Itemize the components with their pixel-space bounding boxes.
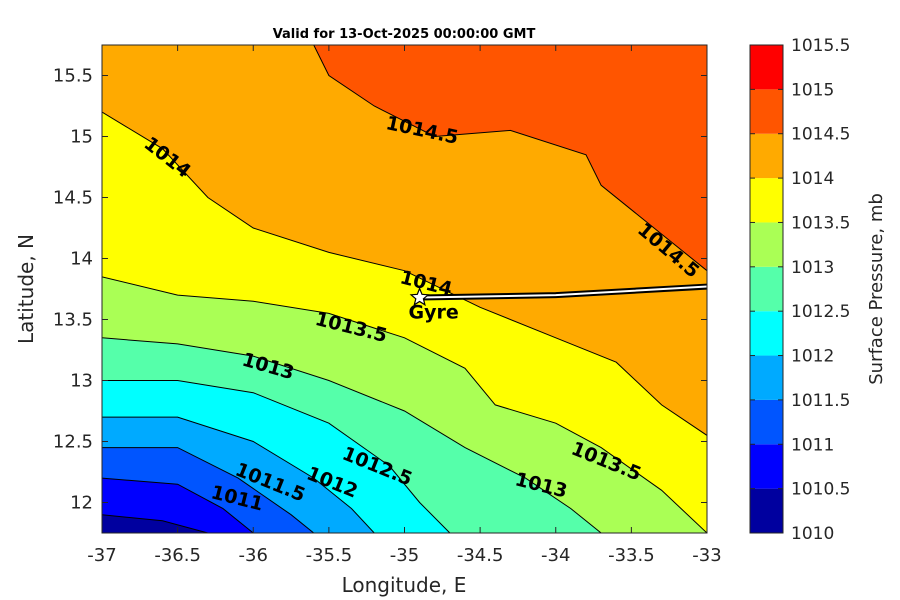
colorbar-tick-label: 1014.5 bbox=[791, 125, 850, 145]
x-tick-label: -36.5 bbox=[154, 545, 201, 566]
y-tick-label: 14 bbox=[70, 249, 93, 270]
colorbar-tick-label: 1010.5 bbox=[791, 480, 850, 500]
colorbar-tick-label: 1012 bbox=[791, 347, 834, 367]
x-axis-label: Longitude, E bbox=[342, 573, 467, 597]
contour-line-1012.5 bbox=[102, 380, 451, 533]
x-tick-label: -35.5 bbox=[306, 545, 353, 566]
colorbar-block bbox=[750, 45, 783, 90]
y-tick-label: 13 bbox=[70, 371, 93, 392]
band-1010 bbox=[102, 514, 208, 533]
contour-line-1013.5 bbox=[102, 276, 707, 533]
colorbar-tick-label: 1011.5 bbox=[791, 391, 850, 411]
colorbar-block bbox=[750, 133, 783, 179]
colorbar-blocks bbox=[750, 45, 783, 533]
storm-track bbox=[409, 283, 707, 307]
colorbar-tick-label: 1015 bbox=[791, 80, 834, 100]
track-line bbox=[419, 285, 707, 299]
contour-line-1014 bbox=[102, 111, 707, 436]
colorbar-tick-label: 1015.5 bbox=[791, 36, 850, 56]
y-axis-label: Latitude, N bbox=[14, 234, 38, 344]
contour-line-1012 bbox=[102, 416, 375, 533]
colorbar-block bbox=[750, 178, 783, 223]
y-tick-label: 15 bbox=[70, 127, 93, 148]
contour-fills bbox=[102, 45, 707, 533]
x-axis-ticks: -37 -36.5 -36 -35.5 -35 -34.5 -34 -33.5 -33 bbox=[87, 45, 722, 566]
colorbar-tick-label: 1012.5 bbox=[791, 302, 850, 322]
contour-line-1011.5 bbox=[102, 447, 315, 533]
colorbar-tick-label: 1014 bbox=[791, 169, 834, 189]
colorbar-ticks: 1010 1010.5 1011 1011.5 1012 1012.5 1013 1013.5… bbox=[750, 36, 850, 544]
y-tick-label: 13.5 bbox=[53, 310, 93, 331]
contour-line-1014.5 bbox=[313, 45, 707, 272]
colorbar-block bbox=[750, 222, 783, 267]
colorbar-frame bbox=[749, 44, 784, 534]
y-tick-label: 14.5 bbox=[53, 188, 93, 209]
colorbar-block bbox=[750, 311, 783, 356]
chart-title: Valid for 13-Oct-2025 00:00:00 GMT bbox=[273, 27, 536, 42]
contour-lines bbox=[102, 45, 707, 533]
colorbar-tick-label: 1013.5 bbox=[791, 213, 850, 233]
colorbar-block bbox=[750, 399, 783, 445]
colorbar-label: Surface Pressure, mb bbox=[866, 193, 887, 385]
colorbar-tick-label: 1013 bbox=[791, 258, 834, 278]
x-tick-label: -35 bbox=[390, 545, 419, 566]
colorbar: 1010 1010.5 1011 1011.5 1012 1012.5 1013 1013.5… bbox=[749, 36, 887, 544]
x-tick-label: -37 bbox=[87, 545, 116, 566]
contour-line-1013 bbox=[102, 337, 602, 533]
x-tick-label: -33 bbox=[692, 545, 721, 566]
x-tick-label: -33.5 bbox=[608, 545, 655, 566]
x-tick-label: -34.5 bbox=[457, 545, 504, 566]
x-tick-label: -36 bbox=[239, 545, 268, 566]
colorbar-block bbox=[750, 266, 783, 312]
colorbar-tick-label: 1011 bbox=[791, 435, 834, 455]
y-tick-label: 12.5 bbox=[53, 432, 93, 453]
x-tick-label: -34 bbox=[541, 545, 570, 566]
contour-line-1011 bbox=[102, 477, 254, 533]
y-tick-label: 12 bbox=[70, 493, 93, 514]
gyre-label: Gyre bbox=[409, 302, 459, 324]
colorbar-block bbox=[750, 355, 783, 400]
contour-line-1010.5 bbox=[102, 514, 209, 533]
y-tick-label: 15.5 bbox=[53, 66, 93, 87]
colorbar-block bbox=[750, 89, 783, 134]
colorbar-block bbox=[750, 488, 783, 533]
colorbar-tick-label: 1010 bbox=[791, 524, 834, 544]
colorbar-block bbox=[750, 444, 783, 489]
plot-area: Gyre1014.510141014.510141013.510131013.5… bbox=[101, 44, 708, 534]
y-axis-ticks: 12 12.5 13 13.5 14 14.5 15 15.5 bbox=[53, 66, 707, 514]
gyre-marker bbox=[409, 286, 430, 307]
